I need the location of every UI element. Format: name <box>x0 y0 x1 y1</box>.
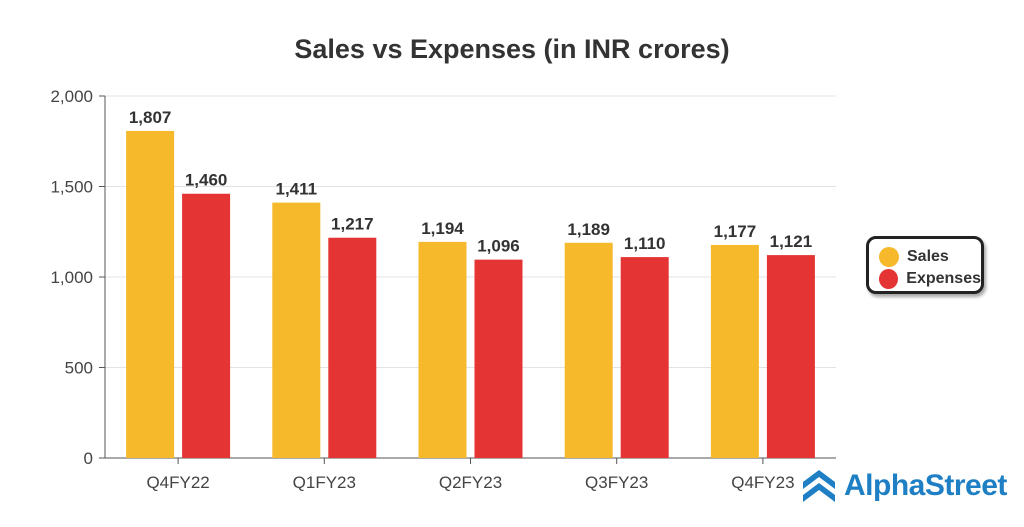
x-tick-label: Q2FY23 <box>439 473 502 492</box>
y-tick-label: 0 <box>84 449 93 468</box>
x-tick-label: Q1FY23 <box>293 473 356 492</box>
data-label: 1,096 <box>477 237 520 256</box>
chart-title: Sales vs Expenses (in INR crores) <box>294 34 730 64</box>
data-label: 1,411 <box>275 180 317 199</box>
legend: Sales Expenses <box>866 236 984 294</box>
data-label: 1,217 <box>331 215 374 234</box>
legend-label-expenses: Expenses <box>906 270 981 287</box>
bar-expenses-q4fy23 <box>766 255 815 458</box>
legend-swatch-sales <box>879 247 899 267</box>
y-tick-label: 500 <box>65 359 93 378</box>
brand-name: AlphaStreet <box>844 469 1007 502</box>
bar-sales-q4fy22 <box>126 130 175 459</box>
legend-item-expenses: Expenses <box>879 268 981 290</box>
data-label: 1,110 <box>624 234 666 253</box>
y-tick-label: 1,000 <box>50 268 93 287</box>
legend-label-sales: Sales <box>907 248 949 265</box>
y-tick-label: 1,500 <box>50 178 93 197</box>
bar-sales-q3fy23 <box>564 242 613 458</box>
data-label: 1,121 <box>770 232 813 251</box>
bars <box>126 130 815 459</box>
bar-sales-q4fy23 <box>710 244 759 458</box>
brand-logo: AlphaStreet <box>800 467 1007 505</box>
bar-sales-q2fy23 <box>418 241 467 458</box>
data-label: 1,807 <box>129 108 172 127</box>
legend-swatch-expenses <box>879 269 899 289</box>
x-tick-label: Q4FY23 <box>731 473 794 492</box>
data-label: 1,460 <box>185 171 228 190</box>
bar-sales-q1fy23 <box>272 202 321 458</box>
bar-expenses-q3fy23 <box>620 257 669 458</box>
data-labels: 1,807 1,460 1,411 1,217 1,194 1,096 1,189 1,110… <box>129 108 812 256</box>
alphastreet-logo-icon <box>803 470 835 502</box>
axes: 0 500 1,000 1,500 2,000 Q4FY22 Q1FY23 Q2FY23 Q3F… <box>50 87 836 492</box>
bar-expenses-q1fy23 <box>328 237 377 458</box>
legend-item-sales: Sales <box>879 246 981 268</box>
x-tick-label: Q4FY22 <box>146 473 209 492</box>
data-label: 1,177 <box>714 222 757 241</box>
data-label: 1,194 <box>421 219 464 238</box>
data-label: 1,189 <box>567 220 610 239</box>
y-tick-label: 2,000 <box>50 87 93 106</box>
x-tick-label: Q3FY23 <box>585 473 648 492</box>
bar-expenses-q2fy23 <box>474 259 523 458</box>
bar-expenses-q4fy22 <box>182 193 231 459</box>
